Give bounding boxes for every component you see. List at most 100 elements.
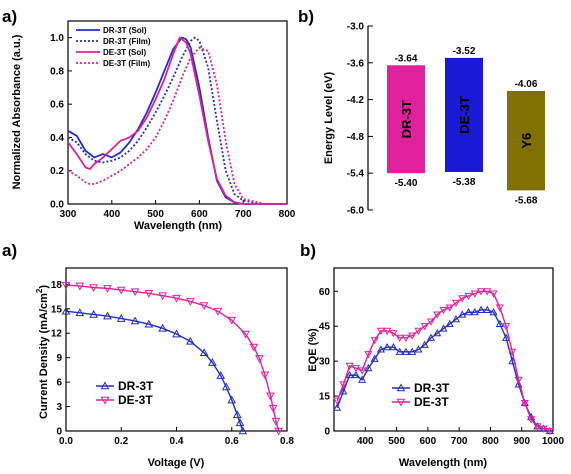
jv-ticks: 0.0 0.2 0.4 0.6 0.8 0 3 6 9 12 15 18 <box>51 280 295 447</box>
eqe-y-tick-label: 15 <box>319 392 331 403</box>
eqe-marker-0 <box>426 333 436 341</box>
eqe-series-line-0 <box>336 309 551 432</box>
eqe-marker-1 <box>502 323 511 331</box>
eqe-marker-1 <box>401 334 411 343</box>
eqe-marker-0 <box>451 314 461 323</box>
jv-marker-1 <box>255 355 264 363</box>
energy-lumo-label-2: -4.06 <box>515 79 538 90</box>
absorbance-y-tick-label: 0.6 <box>50 100 64 111</box>
jv-marker-1 <box>274 427 284 436</box>
eqe-marker-1 <box>364 351 373 359</box>
jv-x-tick-label: 0.4 <box>170 436 184 447</box>
eqe-marker-1 <box>389 330 398 338</box>
eqe-lines <box>333 288 554 436</box>
energy-bar-name-1: DE-3T <box>457 96 472 134</box>
jv-marker-0 <box>185 336 195 345</box>
eqe-marker-0 <box>489 308 498 316</box>
jv-y-label-sup: 2 <box>35 288 44 293</box>
eqe-marker-1 <box>495 304 504 312</box>
jv-marker-1 <box>241 330 250 339</box>
jv-marker-1 <box>185 298 195 306</box>
eqe-marker-1 <box>470 290 479 298</box>
eqe-marker-1 <box>508 348 517 357</box>
eqe-marker-1 <box>539 425 548 433</box>
jv-marker-0 <box>144 319 154 328</box>
jv-y-tick-label: 9 <box>56 353 62 364</box>
eqe-marker-1 <box>345 362 354 371</box>
eqe-legend-marker-0 <box>396 383 406 392</box>
eqe-x-axis-label: Wavelength (nm) <box>399 457 488 469</box>
absorbance-x-tick-label: 800 <box>279 209 296 220</box>
panel-label-top-right: b) <box>298 7 314 26</box>
eqe-y-tick-label: 30 <box>319 357 331 368</box>
jv-marker-0 <box>221 382 231 391</box>
energy-bar-1 <box>445 57 483 172</box>
eqe-marker-1 <box>333 397 342 405</box>
energy-lumo-label-0: -3.64 <box>395 53 418 64</box>
eqe-marker-1 <box>395 334 404 343</box>
eqe-marker-0 <box>364 363 373 372</box>
energy-homo-label-0: -5.40 <box>395 178 418 189</box>
eqe-marker-0 <box>345 370 354 379</box>
jv-marker-1 <box>158 292 168 301</box>
eqe-y-tick-label: 0 <box>324 427 330 438</box>
jv-legend-marker-0 <box>100 381 110 390</box>
eqe-marker-1 <box>414 327 423 336</box>
jv-marker-0 <box>116 314 126 322</box>
jv-legend-label-0: DR-3T <box>118 379 154 393</box>
jv-marker-0 <box>232 410 242 418</box>
eqe-marker-0 <box>414 345 423 353</box>
energy-y-tick-label: -6.0 <box>347 206 365 217</box>
absorbance-x-tick-label: 700 <box>235 209 252 220</box>
eqe-marker-0 <box>395 347 404 355</box>
eqe-marker-0 <box>495 319 504 327</box>
energy-y-axis-label: Energy Level (eV) <box>323 72 335 165</box>
absorbance-y-axis-label: Normalized Absorbance (a.u.) <box>11 34 23 189</box>
eqe-marker-0 <box>358 375 367 383</box>
absorbance-plot-frame <box>67 20 288 205</box>
jv-series-line-1 <box>65 284 280 432</box>
absorbance-series-line-1 <box>67 36 287 205</box>
jv-y-label-main: Current Density (mA/cm <box>38 293 50 419</box>
jv-marker-1 <box>172 294 181 303</box>
jv-marker-1 <box>116 286 126 295</box>
eqe-legend-label-1: DE-3T <box>414 395 449 409</box>
energy-bar-name-0: DR-3T <box>399 100 414 138</box>
eqe-marker-1 <box>445 304 454 312</box>
jv-y-tick-label: 3 <box>56 402 62 413</box>
energy-y-tick-label: -3.6 <box>347 58 365 69</box>
jv-marker-1 <box>144 289 154 298</box>
eqe-marker-1 <box>533 423 542 431</box>
absorbance-legend-label-2: DE-3T (Sol) <box>103 48 146 57</box>
eqe-marker-1 <box>489 290 498 298</box>
eqe-marker-0 <box>439 324 448 332</box>
eqe-legend-label-0: DR-3T <box>414 381 450 395</box>
eqe-marker-1 <box>458 295 467 303</box>
energy-bars: -3.64 -5.40 DR-3T -3.52 -5.38 DE-3T -4.06 -5.68… <box>387 46 545 206</box>
eqe-marker-1 <box>439 306 448 315</box>
eqe-marker-1 <box>527 416 536 424</box>
jv-x-axis-label: Voltage (V) <box>148 457 205 469</box>
jv-marker-0 <box>130 316 140 325</box>
jv-y-tick-label: 12 <box>51 329 63 340</box>
eqe-marker-1 <box>376 327 385 336</box>
energy-level-chart: -3.0 -3.6 -4.2 -4.8 -5.4 -6.0 -3.64 -5.40 DR-3T… <box>323 22 545 217</box>
jv-marker-0 <box>61 306 71 315</box>
jv-y-tick-label: 15 <box>51 304 63 315</box>
jv-y-tick-label: 18 <box>51 280 63 291</box>
jv-marker-1 <box>103 285 112 293</box>
jv-marker-0 <box>227 395 237 404</box>
eqe-marker-0 <box>351 370 360 379</box>
absorbance-x-tick-label: 400 <box>103 209 120 220</box>
jv-marker-1 <box>75 282 85 291</box>
jv-marker-0 <box>235 418 245 427</box>
absorbance-chart: 300 400 500 600 700 800 0.0 0.2 0.4 0.6 0.8 1.0 Wav… <box>11 20 296 232</box>
absorbance-legend-label-1: DR-3T (Film) <box>103 37 151 46</box>
jv-marker-1 <box>130 288 140 297</box>
absorbance-y-tick-label: 0.0 <box>50 200 64 211</box>
jv-marker-1 <box>249 343 259 352</box>
absorbance-legend-label-3: DE-3T (Film) <box>103 59 150 68</box>
absorbance-y-tick-label: 0.4 <box>50 133 64 144</box>
eqe-y-axis-label: EQE (%) <box>307 328 319 372</box>
